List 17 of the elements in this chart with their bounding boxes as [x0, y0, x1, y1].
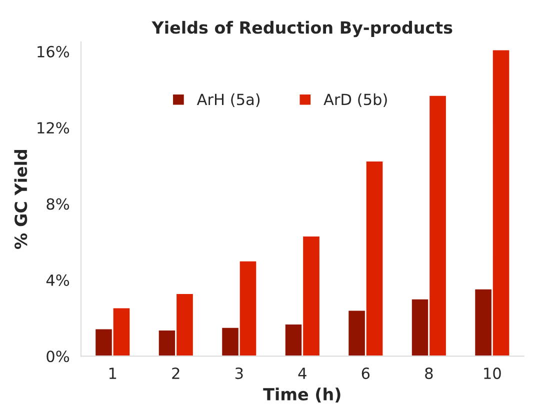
- y-tick-label: 8%: [46, 198, 70, 210]
- x-tick-label: 3: [235, 368, 243, 380]
- legend-label: ArD (5b): [324, 93, 387, 107]
- x-tick-label: 4: [298, 368, 306, 379]
- y-tick-label: 16%: [38, 46, 70, 58]
- y-tick-label: 12%: [38, 122, 70, 134]
- x-tick-label: 2: [172, 368, 180, 379]
- y-tick-label: 4%: [46, 274, 70, 286]
- x-tick-label: 1: [109, 368, 116, 379]
- chart-title: Yields of Reduction By-products: [152, 20, 452, 38]
- x-axis-title: Time (h): [263, 388, 340, 402]
- x-tick-label: 6: [362, 368, 370, 380]
- x-tick-label: 8: [425, 368, 433, 380]
- y-axis-title: % GC Yield: [14, 150, 28, 249]
- legend-label: ArH (5a): [196, 93, 260, 107]
- x-tick-label: 10: [484, 368, 501, 380]
- y-tick-label: 0%: [46, 350, 70, 362]
